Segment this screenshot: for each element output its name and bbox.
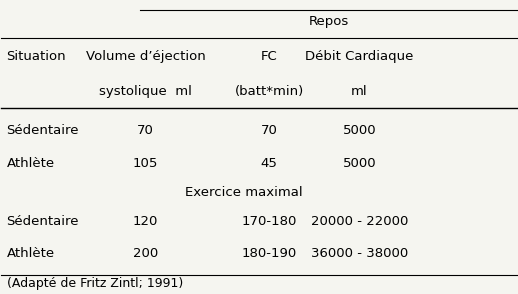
Text: (batt*min): (batt*min) (235, 85, 304, 98)
Text: 5000: 5000 (342, 156, 376, 170)
Text: 70: 70 (261, 124, 278, 138)
Text: 20000 - 22000: 20000 - 22000 (311, 215, 408, 228)
Text: 5000: 5000 (342, 124, 376, 138)
Text: Situation: Situation (7, 50, 66, 63)
Text: FC: FC (261, 50, 278, 63)
Text: 45: 45 (261, 156, 278, 170)
Text: Athlète: Athlète (7, 247, 55, 260)
Text: 200: 200 (133, 247, 159, 260)
Text: 105: 105 (133, 156, 159, 170)
Text: 170-180: 170-180 (241, 215, 297, 228)
Text: 70: 70 (137, 124, 154, 138)
Text: 180-190: 180-190 (242, 247, 297, 260)
Text: Volume d’éjection: Volume d’éjection (86, 50, 206, 63)
Text: Exercice maximal: Exercice maximal (185, 186, 303, 199)
Text: (Adapté de Fritz Zintl; 1991): (Adapté de Fritz Zintl; 1991) (7, 277, 183, 290)
Text: Débit Cardiaque: Débit Cardiaque (305, 50, 414, 63)
Text: Sédentaire: Sédentaire (7, 215, 79, 228)
Text: 36000 - 38000: 36000 - 38000 (311, 247, 408, 260)
Text: 120: 120 (133, 215, 159, 228)
Text: Sédentaire: Sédentaire (7, 124, 79, 138)
Text: systolique  ml: systolique ml (99, 85, 192, 98)
Text: Athlète: Athlète (7, 156, 55, 170)
Text: ml: ml (351, 85, 368, 98)
Text: Repos: Repos (308, 15, 349, 28)
